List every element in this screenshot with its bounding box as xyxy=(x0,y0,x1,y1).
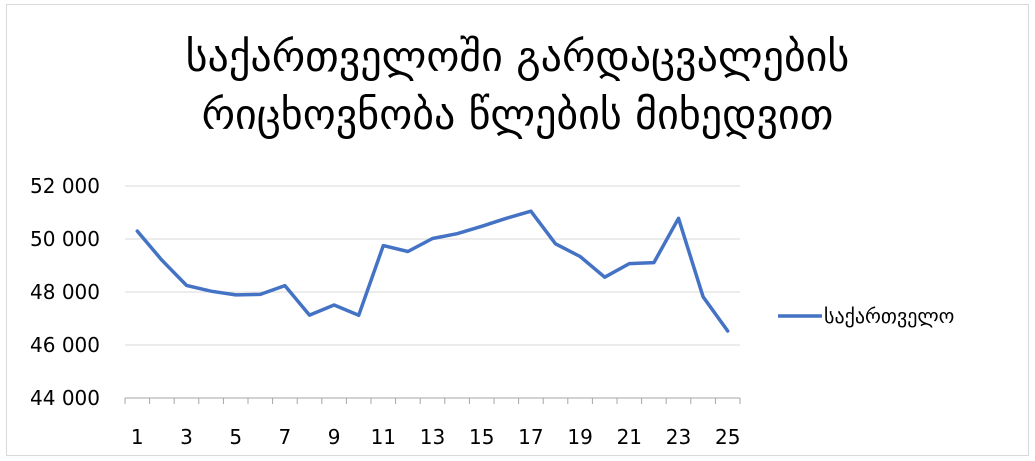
y-tick-label: 52 000 xyxy=(30,174,100,198)
x-tick-label: 11 xyxy=(371,425,396,449)
x-tick-label: 25 xyxy=(715,425,740,449)
x-tick-label: 21 xyxy=(617,425,642,449)
y-tick-label: 48 000 xyxy=(30,280,100,304)
x-tick-label: 3 xyxy=(180,425,193,449)
x-tick-label: 9 xyxy=(328,425,341,449)
chart-title-line-2: რიცხოვნობა წლების მიხედვით xyxy=(201,90,834,139)
series-line xyxy=(135,209,730,333)
chart-title-line-1: საქართველოში გარდაცვალების xyxy=(185,32,850,81)
x-tick-label: 13 xyxy=(420,425,445,449)
x-tick-label: 1 xyxy=(131,425,144,449)
x-tick-label: 15 xyxy=(469,425,494,449)
y-tick-label: 50 000 xyxy=(30,227,100,251)
y-tick-label: 46 000 xyxy=(30,333,100,357)
x-tick-label: 17 xyxy=(518,425,543,449)
x-tick-label: 5 xyxy=(229,425,242,449)
x-tick-label: 19 xyxy=(567,425,592,449)
y-tick-label: 44 000 xyxy=(30,386,100,410)
x-tick-label: 23 xyxy=(666,425,691,449)
chart-area xyxy=(6,4,1029,456)
x-tick-label: 7 xyxy=(279,425,292,449)
chart-title: საქართველოში გარდაცვალების რიცხოვნობა წლ… xyxy=(0,28,1035,144)
legend-label: საქართველო xyxy=(824,304,954,328)
